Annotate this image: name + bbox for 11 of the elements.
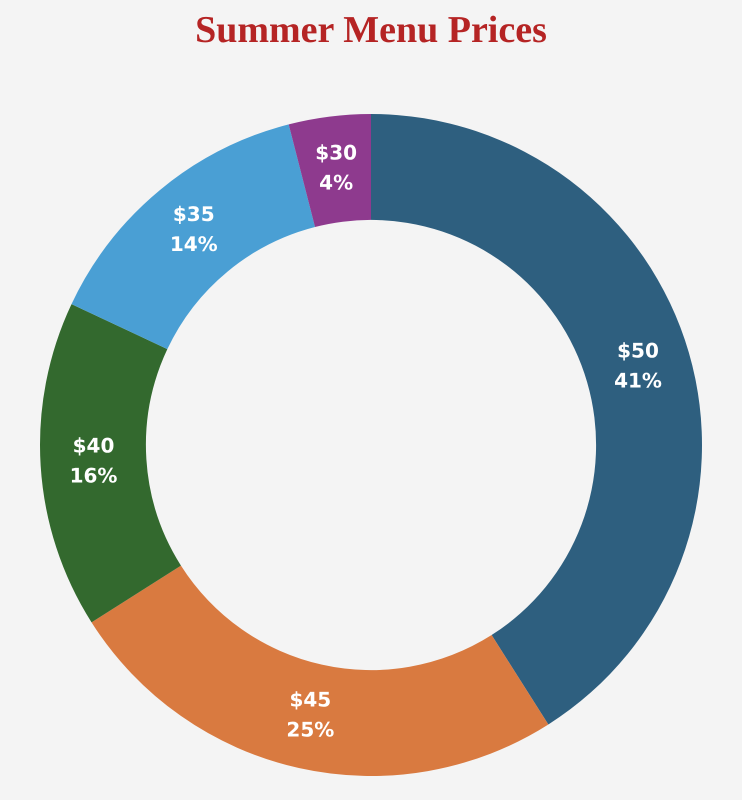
data-label: 14% xyxy=(170,232,218,256)
slice-label: $45 xyxy=(289,688,332,712)
data-label: 16% xyxy=(70,464,118,488)
data-label: 25% xyxy=(286,718,334,742)
slice-label: $35 xyxy=(172,202,215,226)
data-label: 41% xyxy=(614,368,662,393)
chart-title: Summer Menu Prices xyxy=(194,8,548,53)
slice-label: $50 xyxy=(617,338,659,363)
slice-label: $40 xyxy=(72,434,114,458)
data-label: 4% xyxy=(319,170,354,194)
slice-label: $30 xyxy=(315,140,358,164)
